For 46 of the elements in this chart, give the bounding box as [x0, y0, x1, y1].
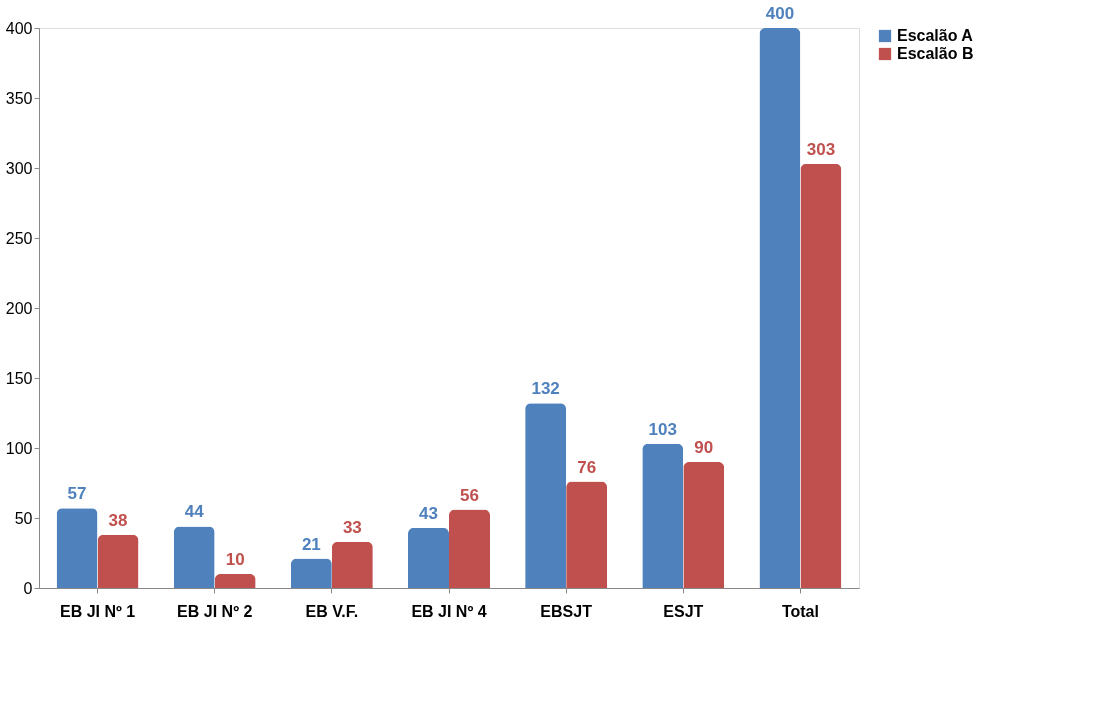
data-label: 21	[301, 534, 321, 554]
data-label: 103	[648, 419, 677, 439]
data-label: 33	[342, 517, 362, 537]
y-tick-label: 0	[23, 579, 33, 597]
y-tick-label: 250	[5, 229, 33, 247]
data-label: 44	[184, 502, 205, 522]
data-label: 132	[531, 379, 560, 399]
x-tick-label: EBSJT	[540, 602, 593, 620]
x-tick-label: EB JI Nº 2	[177, 602, 253, 620]
bar	[566, 481, 608, 588]
x-tick-label: Total	[781, 602, 819, 620]
y-tick-label: 400	[5, 19, 33, 37]
bar	[214, 574, 256, 588]
data-label: 38	[108, 510, 128, 530]
y-tick-label: 100	[5, 439, 33, 457]
bar	[642, 443, 684, 588]
bar	[97, 534, 139, 588]
bar	[331, 541, 373, 588]
legend-label: Escalão B	[897, 45, 974, 62]
y-tick-label: 50	[14, 509, 33, 527]
y-tick-label: 350	[5, 89, 33, 107]
legend-label: Escalão A	[897, 27, 974, 44]
bar	[173, 526, 215, 588]
x-tick-label: EB V.F.	[305, 602, 359, 620]
bar	[525, 403, 567, 588]
x-tick-label: EB JI Nº 1	[59, 602, 136, 620]
data-label: 400	[765, 4, 795, 23]
data-label: 57	[67, 484, 87, 504]
y-tick-label: 200	[5, 299, 33, 317]
bar	[800, 163, 842, 588]
data-label: 76	[577, 457, 597, 477]
data-label: 10	[225, 550, 245, 569]
data-label: 90	[694, 438, 714, 457]
bar	[683, 462, 725, 588]
data-label: 43	[419, 503, 438, 523]
bar	[449, 509, 490, 588]
bar	[290, 558, 332, 588]
x-tick-label: ESJT	[663, 602, 704, 620]
y-tick-label: 150	[5, 369, 33, 387]
x-tick-label: EB JI Nº 4	[411, 602, 487, 620]
bar	[759, 28, 801, 588]
data-label: 303	[806, 139, 836, 159]
bar	[56, 508, 98, 588]
y-tick-label: 300	[5, 159, 33, 177]
data-label: 56	[460, 485, 479, 505]
bar	[408, 527, 449, 588]
